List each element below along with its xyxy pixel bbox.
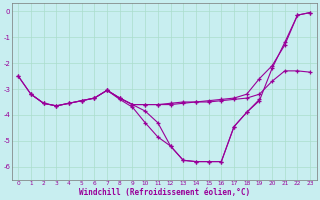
X-axis label: Windchill (Refroidissement éolien,°C): Windchill (Refroidissement éolien,°C) <box>79 188 250 197</box>
